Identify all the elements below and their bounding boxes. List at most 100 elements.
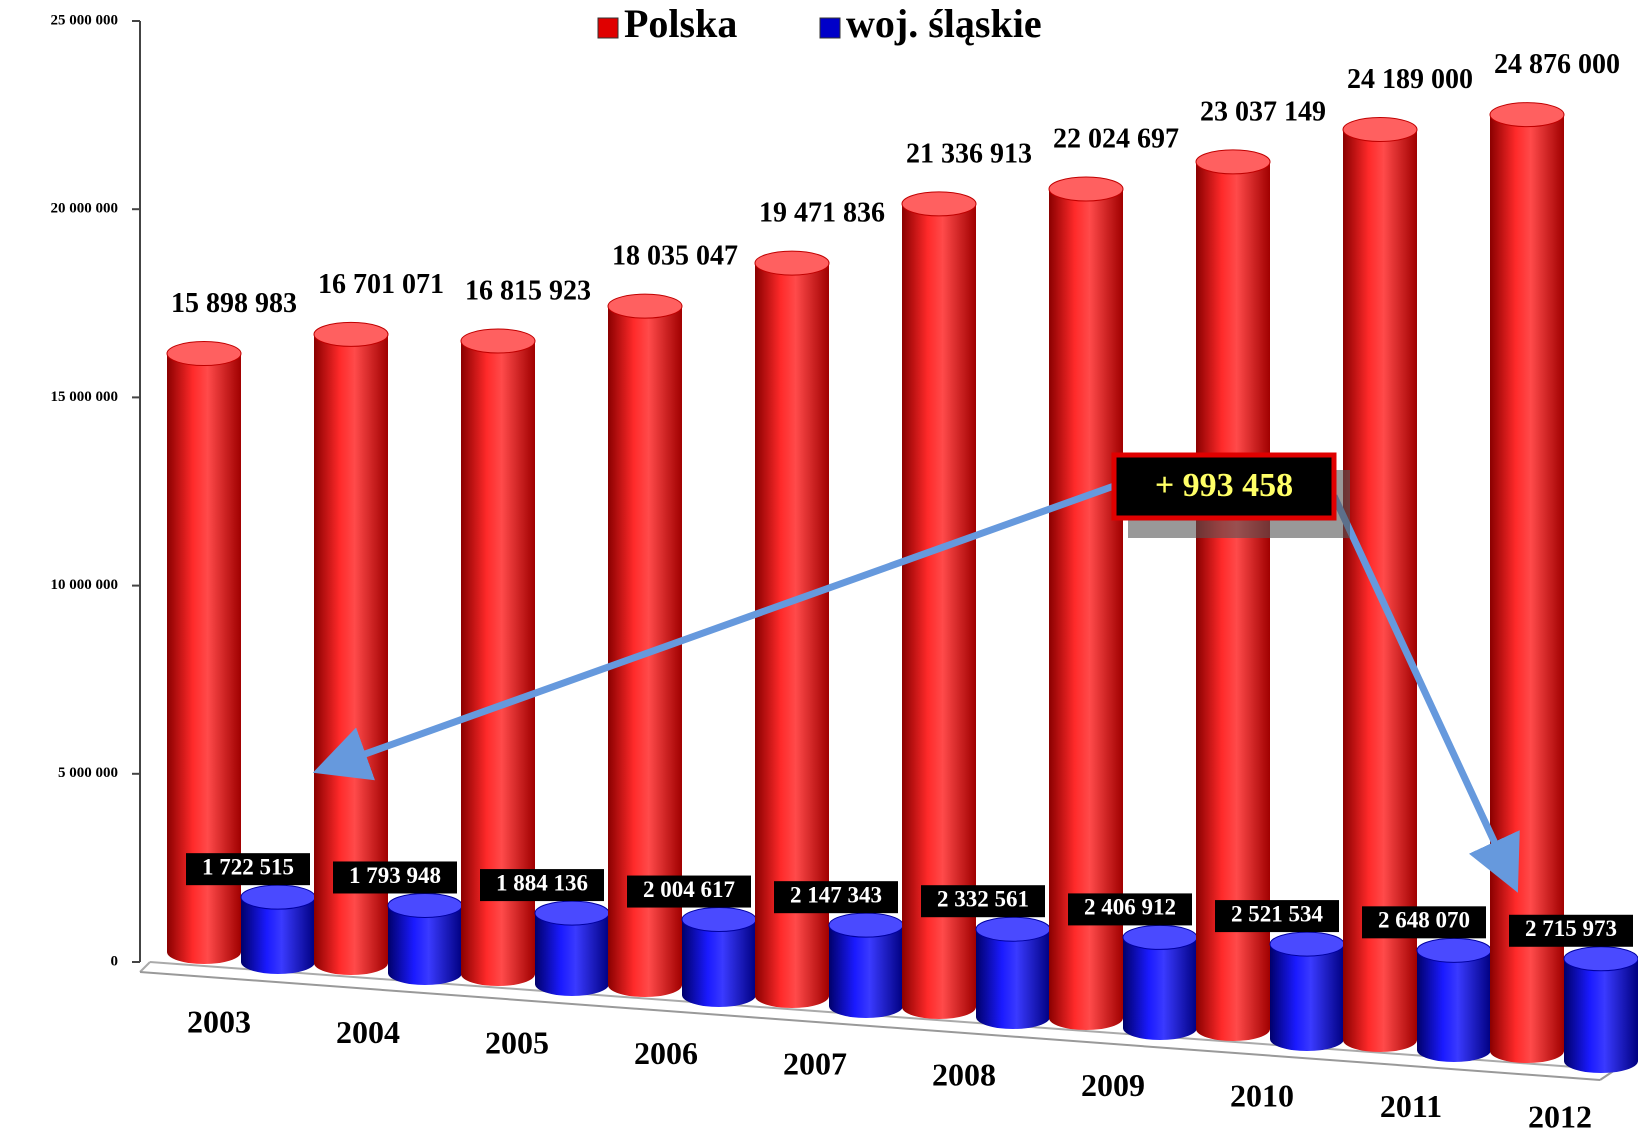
legend-swatch: [597, 17, 619, 39]
bar-top: [607, 293, 683, 319]
bar-body: [1270, 944, 1344, 1051]
bar: [1489, 102, 1565, 1063]
bar: [1563, 946, 1638, 1073]
bar-top: [1195, 149, 1271, 175]
annotation: + 993 458: [1155, 467, 1293, 504]
bar-body: [1417, 950, 1491, 1062]
x-tick-label: 2008: [932, 1056, 996, 1092]
bar-body: [388, 905, 462, 985]
data-label: 1 793 948: [349, 863, 441, 888]
bar: [1416, 937, 1492, 1062]
bar: [828, 912, 904, 1018]
data-label: 2 648 070: [1378, 908, 1470, 933]
bar-body: [976, 929, 1050, 1029]
data-label: 15 898 983: [171, 288, 297, 319]
bar-top: [681, 907, 757, 933]
data-label: 2 715 973: [1525, 916, 1617, 941]
annotation-box: [1111, 452, 1337, 521]
bar: [754, 250, 830, 1008]
data-label-box: [186, 853, 310, 886]
data-label-box: [480, 869, 604, 902]
data-label: 21 336 913: [906, 138, 1032, 169]
bar-body: [902, 203, 976, 1019]
bar: [460, 328, 536, 986]
bars: [166, 102, 1638, 1073]
x-tick-label: 2005: [485, 1025, 549, 1061]
bar-body: [1196, 161, 1270, 1041]
bar-body: [535, 913, 609, 996]
y-tick-label: 25 000 000: [51, 12, 119, 28]
bar-top: [1048, 176, 1124, 202]
arrow: [312, 482, 1116, 781]
bar: [901, 191, 977, 1019]
y-tick-label: 5 000 000: [58, 765, 118, 781]
data-label-box: [1068, 893, 1192, 926]
bar-body: [1123, 937, 1197, 1040]
bar-top: [240, 884, 316, 910]
y-tick-label: 15 000 000: [51, 389, 119, 405]
bar-top: [1489, 102, 1565, 128]
arrow: [1330, 494, 1520, 893]
bar-top: [387, 892, 463, 918]
bar-body: [682, 919, 756, 1007]
bar-body: [241, 897, 315, 974]
x-tick-label: 2009: [1081, 1067, 1145, 1103]
data-label-box: [1215, 900, 1339, 933]
data-label-box: [333, 861, 457, 894]
x-tick-label: 2012: [1528, 1099, 1592, 1135]
data-label-box: [1362, 906, 1486, 939]
bar-top: [975, 916, 1051, 942]
bar-body: [829, 925, 903, 1018]
bar: [387, 892, 463, 985]
bar: [975, 916, 1051, 1029]
x-tick-label: 2007: [783, 1046, 847, 1082]
data-label: 22 024 697: [1053, 123, 1179, 154]
data-label-box: [921, 885, 1045, 918]
data-label-box: [627, 875, 751, 908]
bar-top: [1416, 937, 1492, 963]
bar-top: [166, 341, 242, 367]
data-label: 1 884 136: [496, 870, 588, 895]
bar-top: [1269, 931, 1345, 957]
bar-top: [1342, 117, 1418, 143]
bar-top: [313, 321, 389, 347]
data-label: 23 037 149: [1200, 96, 1326, 127]
bar: [534, 900, 610, 996]
bar-body: [1490, 114, 1564, 1063]
data-label: 16 701 071: [318, 269, 444, 300]
bar: [166, 341, 242, 965]
bar-top: [828, 912, 904, 938]
bar-body: [1564, 958, 1638, 1073]
data-label: 2 521 534: [1231, 901, 1324, 926]
x-tick-label: 2004: [336, 1014, 400, 1050]
data-label: 24 876 000: [1494, 49, 1620, 80]
data-label: 1 722 515: [202, 854, 294, 879]
legend-label: Polska: [624, 1, 737, 46]
x-tick-label: 2003: [187, 1003, 251, 1039]
bar-top: [460, 328, 536, 354]
y-tick-label: 0: [111, 953, 119, 969]
data-label-box: [774, 881, 898, 914]
bar: [1048, 176, 1124, 1030]
bar-top: [901, 191, 977, 217]
bar-body: [314, 334, 388, 975]
bar-body: [461, 341, 535, 986]
legend-label: woj. śląskie: [846, 1, 1042, 46]
x-tick-label: 2006: [634, 1035, 698, 1071]
bar: [681, 907, 757, 1007]
bar-body: [167, 353, 241, 965]
bar: [313, 321, 389, 975]
bar: [1122, 924, 1198, 1040]
bar-top: [1122, 924, 1198, 950]
labels: 15 898 983 1 722 515 16 701 071 1 793 948 16…: [171, 49, 1633, 947]
y-tick-label: 20 000 000: [51, 201, 119, 217]
bar: [240, 884, 316, 974]
data-label: 2 406 912: [1084, 895, 1176, 920]
bar-top: [754, 250, 830, 276]
bar-top: [1563, 946, 1638, 972]
data-label: 2 332 561: [937, 886, 1029, 911]
data-label: 19 471 836: [759, 198, 885, 229]
x-tick-label: 2011: [1380, 1088, 1442, 1124]
bar: [1195, 149, 1271, 1041]
